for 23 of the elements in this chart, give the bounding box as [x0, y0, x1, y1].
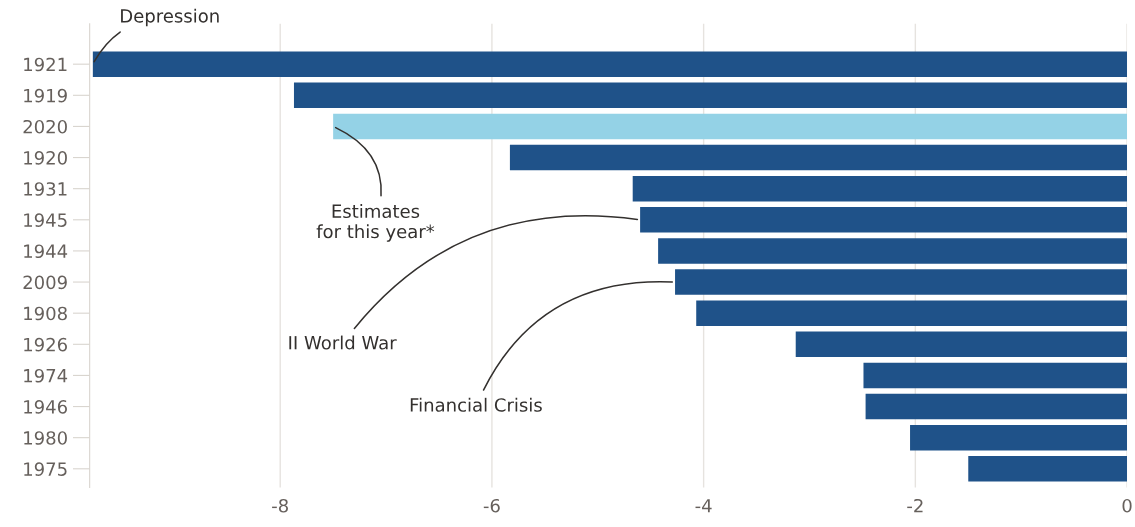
x-tick-label: 0 — [1122, 498, 1132, 513]
y-tick-label: 1945 — [24, 213, 67, 227]
y-tick-label: 1926 — [24, 337, 67, 352]
y-tick-label: 1980 — [24, 431, 67, 445]
y-tick-label: 1974 — [24, 368, 68, 383]
y-tick-label: 1931 — [24, 182, 67, 196]
x-tick-label: -2 — [907, 498, 923, 513]
y-tick-label: 1920 — [24, 151, 67, 165]
x-tick-label: -4 — [695, 499, 712, 513]
x-tick-label: -6 — [483, 498, 500, 513]
y-tick-label: 1919 — [24, 88, 67, 103]
annotation: Estimates for this year* — [316, 204, 435, 242]
y-tick-label: 1946 — [24, 400, 67, 414]
y-tick-label: 1921 — [24, 57, 67, 72]
x-tick-label: -8 — [272, 498, 288, 513]
y-tick-label: 2020 — [23, 119, 67, 134]
annotation: II World War — [289, 335, 397, 350]
annotation: Financial Crisis — [410, 397, 542, 412]
y-tick-label: 2009 — [23, 275, 67, 290]
y-tick-label: 1975 — [24, 462, 67, 476]
y-tick-label: 1944 — [24, 244, 68, 259]
annotation: Depression — [121, 8, 219, 27]
y-tick-label: 1908 — [24, 306, 67, 321]
